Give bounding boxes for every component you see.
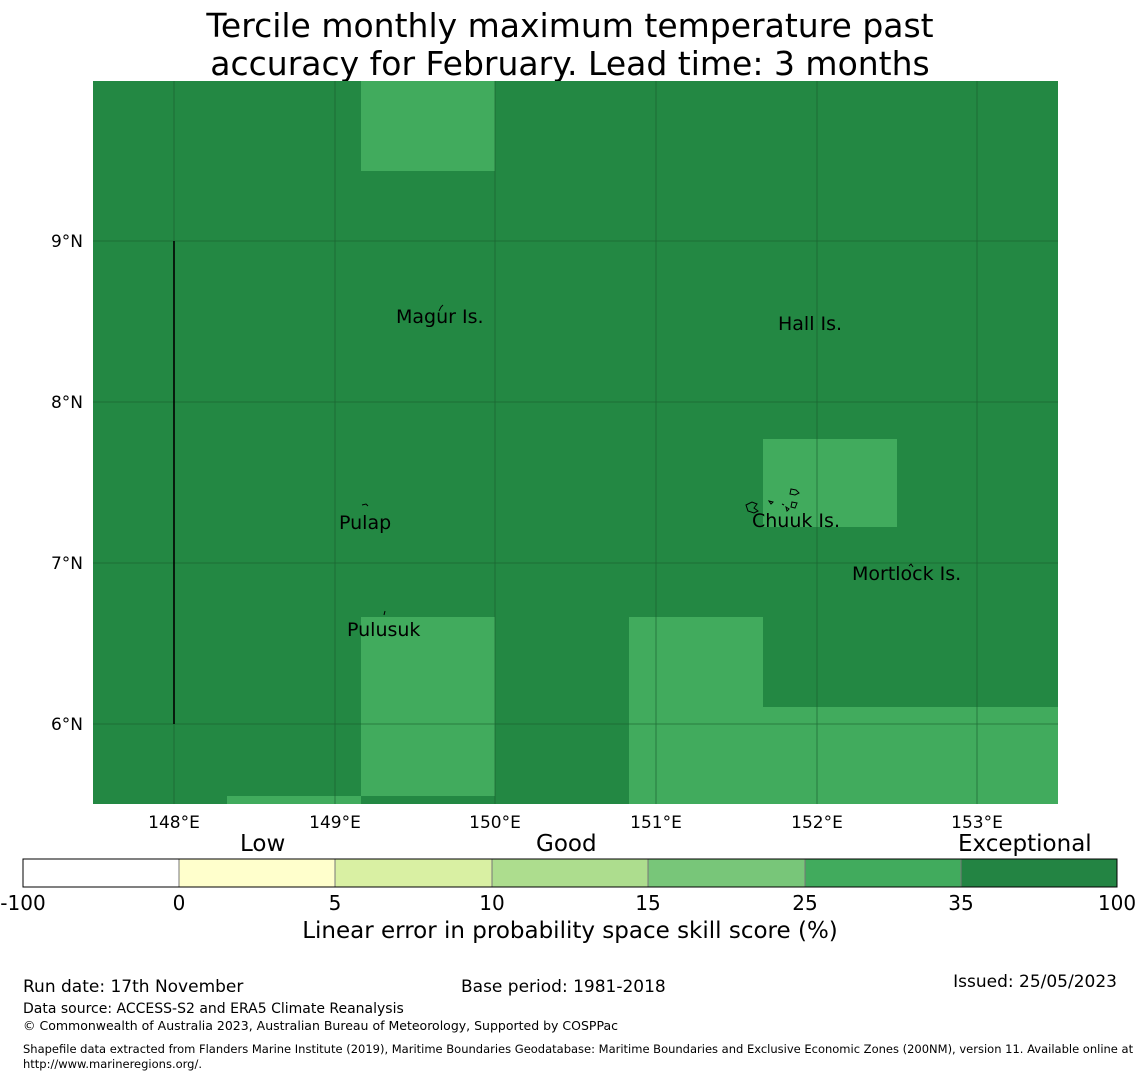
y-tick-label: 6°N xyxy=(51,715,83,735)
colorbar-tick: 100 xyxy=(1097,891,1137,915)
y-tick-label: 7°N xyxy=(51,554,83,574)
colorbar-dividers xyxy=(178,859,962,887)
x-tick-labels: 148°E 149°E 150°E 151°E 152°E 153°E xyxy=(148,813,1003,830)
chuuk-island-shape xyxy=(745,501,759,514)
colorbar-category-good: Good xyxy=(536,831,597,857)
colorbar-tick: 10 xyxy=(479,891,505,915)
place-label-hall: Hall Is. xyxy=(778,313,842,335)
chuuk-island-shape xyxy=(789,488,800,496)
colorbar-segment xyxy=(648,859,805,887)
score-cells xyxy=(227,81,1058,804)
place-labels: Magur Is. Hall Is. Pulap Chuuk Is. Mortl… xyxy=(339,306,961,641)
score-cell xyxy=(763,707,1058,804)
x-tick-label: 151°E xyxy=(630,813,682,830)
colorbar-tick: 25 xyxy=(792,891,818,915)
chart-title-line-1: Tercile monthly maximum temperature past xyxy=(206,6,934,45)
island-outlines xyxy=(361,304,914,616)
colorbar-frame xyxy=(22,858,1118,888)
magur-island-shape xyxy=(438,304,444,312)
colorbar-segment xyxy=(179,859,335,887)
x-tick-label: 149°E xyxy=(309,813,361,830)
x-tick-label: 152°E xyxy=(791,813,843,830)
colorbar-segment xyxy=(23,859,179,887)
issued-date: Issued: 25/05/2023 xyxy=(953,972,1117,992)
colorbar xyxy=(22,858,1118,888)
place-label-pulusuk: Pulusuk xyxy=(347,619,420,641)
copyright: © Commonwealth of Australia 2023, Austra… xyxy=(23,1018,618,1033)
mortlock-island-shape xyxy=(908,563,914,568)
y-tick-label: 8°N xyxy=(51,393,83,413)
place-label-chuuk: Chuuk Is. xyxy=(752,510,840,532)
colorbar-segment xyxy=(335,859,492,887)
colorbar-label: Linear error in probability space skill … xyxy=(302,918,838,944)
colorbar-segment xyxy=(492,859,648,887)
chuuk-island-shape xyxy=(785,505,790,512)
place-label-pulap: Pulap xyxy=(339,512,391,534)
shapefile-credit: Shapefile data extracted from Flanders M… xyxy=(23,1042,1134,1071)
run-date: Run date: 17th November xyxy=(23,977,244,997)
base-period: Base period: 1981-2018 xyxy=(461,977,666,997)
score-cell xyxy=(227,796,361,804)
colorbar-segment xyxy=(805,859,961,887)
chart-title-line-2: accuracy for February. Lead time: 3 mont… xyxy=(210,44,930,83)
data-source: Data source: ACCESS-S2 and ERA5 Climate … xyxy=(23,1001,404,1017)
chuuk-island-shape xyxy=(790,501,798,509)
skill-map: 148°E 149°E 150°E 151°E 152°E 153°E 9°N … xyxy=(51,81,1058,830)
colorbar-segment xyxy=(961,859,1117,887)
x-tick-label: 153°E xyxy=(951,813,1003,830)
colorbar-category-low: Low xyxy=(240,831,286,857)
colorbar-tick: 35 xyxy=(948,891,974,915)
y-tick-labels: 9°N 8°N 7°N 6°N xyxy=(51,232,83,735)
colorbar-category-exceptional: Exceptional xyxy=(958,831,1092,857)
colorbar-tick: -100 xyxy=(0,891,46,915)
y-tick-label: 9°N xyxy=(51,232,83,252)
score-cell xyxy=(629,617,763,804)
score-cell xyxy=(361,81,495,171)
map-background xyxy=(93,81,1058,804)
place-label-magur: Magur Is. xyxy=(396,306,484,328)
colorbar-tick: 15 xyxy=(635,891,661,915)
chuuk-island-shape xyxy=(781,503,785,506)
pulap-island-shape xyxy=(361,503,369,507)
x-tick-label: 148°E xyxy=(148,813,200,830)
x-tick-label: 150°E xyxy=(469,813,521,830)
score-cell xyxy=(763,439,897,527)
score-cell xyxy=(361,617,495,796)
colorbar-tick: 5 xyxy=(328,891,342,915)
pulusuk-island-shape xyxy=(383,610,386,616)
colorbar-tick: 0 xyxy=(172,891,186,915)
place-label-mortlock: Mortlock Is. xyxy=(852,563,961,585)
chuuk-island-shape xyxy=(767,500,774,505)
